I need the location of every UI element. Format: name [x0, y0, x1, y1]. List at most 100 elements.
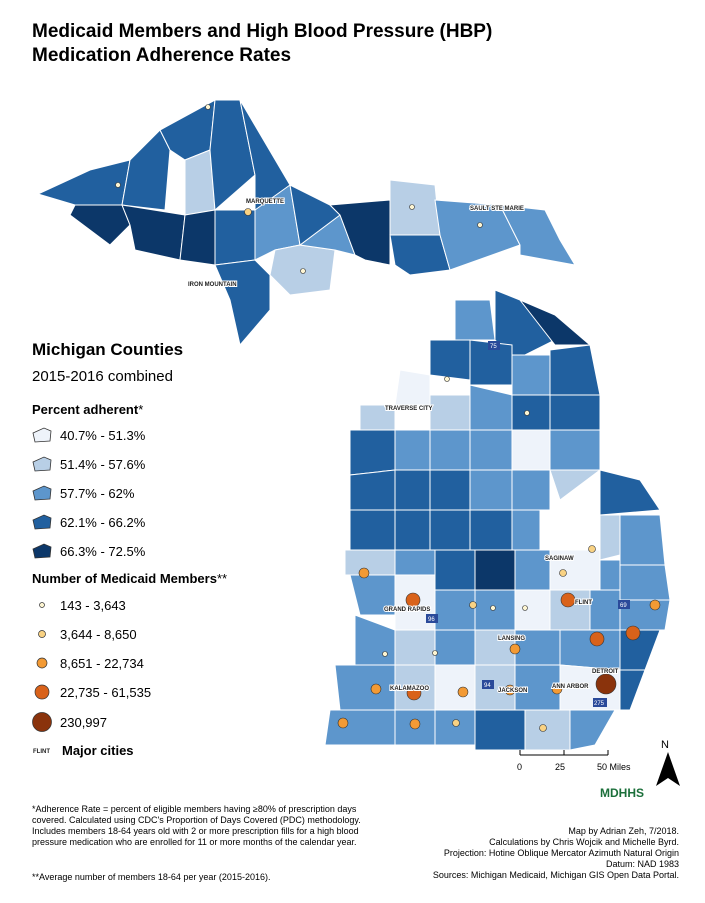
- city-label: JACKSON: [498, 688, 527, 694]
- county: [434, 629, 476, 666]
- city-label-swatch-icon: FLINT: [33, 749, 50, 755]
- north-arrow: N: [656, 739, 680, 786]
- swatch-icon: [32, 427, 52, 443]
- circle-icon: [32, 712, 52, 732]
- title-line-2: Medication Adherence Rates: [32, 45, 292, 66]
- members-circle: [477, 222, 483, 228]
- interstate-label: 96: [428, 617, 435, 623]
- city-label: SAGINAW: [545, 556, 574, 562]
- credit-line: Calculations by Chris Wojcik and Michell…: [489, 837, 679, 847]
- county: [394, 549, 436, 576]
- swatch-icon: [32, 514, 52, 530]
- members-circle: [539, 724, 547, 732]
- members-circle: [444, 376, 450, 382]
- members-legend-item: 143 - 3,643: [32, 595, 126, 615]
- north-label: N: [661, 739, 669, 751]
- county: [349, 509, 396, 551]
- interstate-label: 75: [490, 344, 497, 350]
- upper-peninsula: [36, 99, 576, 347]
- county: [434, 199, 521, 271]
- county: [389, 234, 451, 276]
- county: [469, 509, 513, 551]
- county: [599, 514, 621, 561]
- svg-text:FLINT: FLINT: [33, 749, 50, 755]
- city-label: DETROIT: [592, 669, 619, 675]
- north-arrow-icon: [656, 752, 680, 786]
- interstate-label: 94: [484, 683, 491, 689]
- members-circle: [457, 686, 469, 698]
- county: [494, 289, 556, 361]
- scale-tick: 50 Miles: [597, 762, 631, 772]
- county: [474, 709, 526, 751]
- county: [549, 469, 602, 501]
- members-legend-item: 22,735 - 61,535: [32, 682, 151, 702]
- county: [511, 354, 551, 396]
- members-circle: [509, 643, 521, 655]
- swatch-icon: [32, 456, 52, 472]
- county: [454, 299, 496, 341]
- adherence-legend-item: 66.3% - 72.5%: [32, 541, 145, 561]
- members-legend-title: Number of Medicaid Members**: [32, 571, 228, 586]
- circle-icon: [34, 684, 50, 700]
- credit-line: Datum: NAD 1983: [605, 859, 679, 869]
- city-label: ANN ARBOR: [552, 684, 589, 690]
- county: [334, 664, 396, 711]
- members-circle: [358, 567, 370, 579]
- members-circle: [559, 569, 567, 577]
- county: [429, 339, 471, 381]
- cities-legend-item: FLINT Major cities: [33, 742, 134, 758]
- county: [429, 509, 471, 551]
- county: [394, 509, 431, 551]
- county: [179, 209, 216, 266]
- county: [469, 469, 513, 511]
- county: [214, 259, 271, 347]
- member-circles: [115, 104, 661, 732]
- members-circle: [504, 684, 516, 696]
- county: [429, 394, 471, 431]
- county: [434, 709, 476, 746]
- adherence-legend-item: 51.4% - 57.6%: [32, 454, 145, 474]
- interstate-shield: [488, 341, 500, 350]
- members-circle: [405, 592, 421, 608]
- city-label: SAULT STE MARIE: [470, 206, 524, 212]
- legend-subheading: 2015-2016 combined: [32, 368, 173, 385]
- members-circle: [524, 410, 530, 416]
- county: [69, 204, 131, 246]
- credits: Map by Adrian Zeh, 7/2018. Calculations …: [433, 826, 679, 881]
- members-circle: [409, 718, 421, 730]
- county: [549, 429, 601, 471]
- county: [469, 384, 513, 431]
- adherence-legend-item: 57.7% - 62%: [32, 483, 134, 503]
- county: [619, 564, 671, 601]
- city-label: GRAND RAPIDS: [384, 607, 430, 613]
- county: [469, 429, 513, 471]
- county: [549, 344, 601, 396]
- county: [599, 559, 621, 591]
- members-circle: [370, 683, 382, 695]
- county: [511, 394, 551, 431]
- credit-line: Map by Adrian Zeh, 7/2018.: [568, 826, 679, 836]
- county: [324, 709, 396, 746]
- legend-heading: Michigan Counties: [32, 340, 184, 359]
- county: [349, 469, 396, 511]
- county: [474, 549, 516, 591]
- county: [394, 429, 431, 471]
- members-circle: [406, 685, 422, 701]
- credit-line: Sources: Michigan Medicaid, Michigan GIS…: [432, 870, 679, 880]
- adherence-legend-item: 40.7% - 51.3%: [32, 425, 145, 445]
- scale-tick: 0: [517, 762, 522, 772]
- members-circle: [205, 104, 211, 110]
- circle-icon: [36, 657, 48, 669]
- interstate-label: 69: [620, 603, 627, 609]
- interstate-label: 275: [594, 701, 605, 707]
- county: [511, 509, 541, 551]
- circle-icon: [39, 602, 45, 608]
- county: [394, 369, 431, 406]
- county: [214, 209, 256, 266]
- members-circle: [588, 545, 596, 553]
- scale-tick: 25: [555, 762, 565, 772]
- members-circle: [300, 268, 306, 274]
- county: [599, 469, 661, 516]
- credit-line: Projection: Hotine Oblique Mercator Azim…: [443, 848, 679, 858]
